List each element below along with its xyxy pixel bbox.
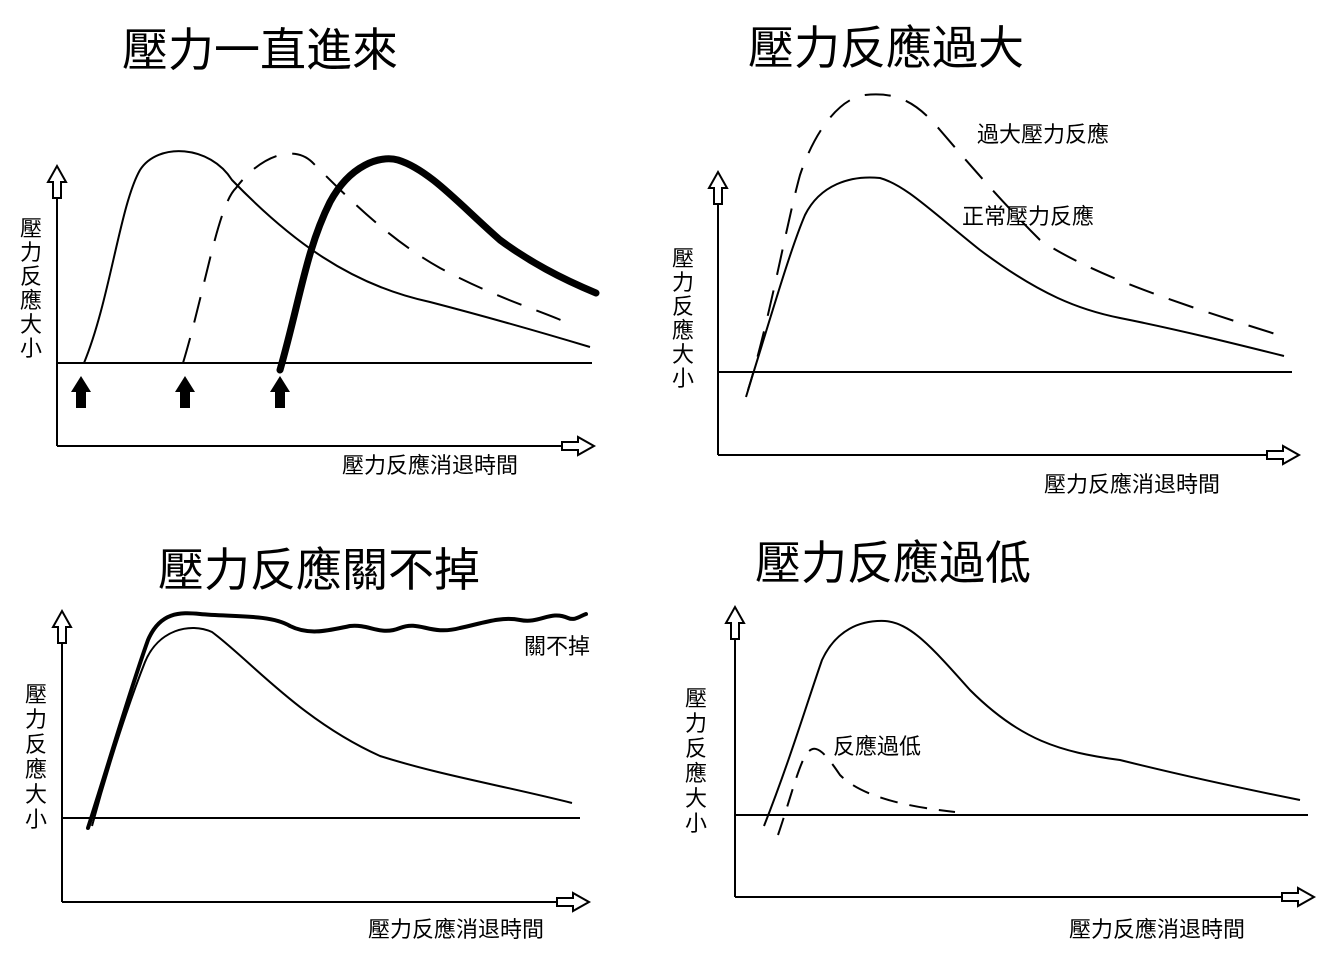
normal-response-curve [763, 619, 1301, 827]
y-axis-label: 壓 力 反 應 大 小 [685, 687, 707, 837]
svg-text:小: 小 [25, 808, 47, 833]
y-axis-label: 壓 力 反 應 大 小 [25, 683, 47, 833]
normal-response-curve [91, 627, 573, 827]
svg-text:大: 大 [20, 313, 42, 338]
normal-response-curve [747, 176, 1285, 391]
stressor-arrow-icon [71, 376, 91, 408]
panel-title: 壓力反應過大 [748, 21, 1024, 75]
svg-text:應: 應 [672, 318, 694, 344]
svg-text:反: 反 [672, 295, 694, 320]
svg-text:小: 小 [685, 812, 707, 837]
svg-text:力: 力 [20, 241, 42, 266]
annotation-excessive: 過大壓力反應 [977, 122, 1109, 148]
panel-title: 壓力一直進來 [122, 23, 398, 77]
y-axis-arrow-icon [52, 610, 72, 644]
panel-title: 壓力反應過低 [755, 536, 1031, 590]
svg-text:小: 小 [20, 337, 42, 362]
stress-curve-third [276, 155, 600, 374]
svg-text:力: 力 [685, 712, 707, 737]
insufficient-response-curve [777, 747, 956, 836]
svg-text:大: 大 [685, 787, 707, 812]
x-axis-arrow-icon [1266, 445, 1300, 465]
panel-cannot-shut-off: 壓力反應關不掉 壓 力 反 應 大 小 壓力反應消退時間 關不掉 [25, 543, 590, 943]
panel-constant-stress: 壓力一直進來 壓 力 反 應 大 小 壓力反應消退時間 [20, 23, 600, 479]
svg-text:大: 大 [672, 343, 694, 368]
x-axis-label: 壓力反應消退時間 [1069, 917, 1245, 943]
svg-text:應: 應 [25, 757, 47, 783]
y-axis-label: 壓 力 反 應 大 小 [20, 217, 42, 362]
x-axis-arrow-icon [1281, 887, 1315, 907]
svg-text:大: 大 [25, 783, 47, 808]
x-axis-label: 壓力反應消退時間 [368, 917, 544, 943]
stress-curve-second [182, 152, 573, 364]
panel-insufficient-response: 壓力反應過低 壓 力 反 應 大 小 壓力反應消退時間 反應過低 [685, 536, 1315, 943]
svg-text:壓: 壓 [685, 687, 707, 712]
y-axis-label: 壓 力 反 應 大 小 [672, 247, 694, 392]
svg-text:應: 應 [20, 288, 42, 314]
x-axis-arrow-icon [556, 892, 590, 912]
y-axis-arrow-icon [708, 171, 728, 205]
stress-curve-first [83, 150, 591, 364]
y-axis-arrow-icon [47, 165, 67, 199]
svg-text:反: 反 [25, 733, 47, 758]
svg-text:力: 力 [672, 271, 694, 296]
annotation-cannot-shut-off: 關不掉 [524, 635, 590, 660]
y-axis-arrow-icon [725, 606, 745, 640]
annotation-normal: 正常壓力反應 [962, 204, 1094, 230]
stuck-response-curve [86, 611, 588, 830]
annotation-insufficient: 反應過低 [833, 734, 921, 760]
svg-text:壓: 壓 [672, 247, 694, 272]
panel-title: 壓力反應關不掉 [158, 543, 480, 597]
svg-text:壓: 壓 [25, 683, 47, 708]
svg-text:力: 力 [25, 708, 47, 733]
panel-excessive-response: 壓力反應過大 壓 力 反 應 大 小 壓力反應消退時間 過大壓力反應 正常壓力反… [672, 21, 1300, 498]
svg-text:反: 反 [685, 737, 707, 762]
stressor-arrow-icon [175, 376, 195, 408]
x-axis-label: 壓力反應消退時間 [342, 453, 518, 479]
svg-text:小: 小 [672, 367, 694, 392]
stressor-arrow-icon [270, 376, 290, 408]
x-axis-arrow-icon [561, 436, 595, 456]
excessive-response-curve [745, 93, 1289, 398]
svg-text:應: 應 [685, 761, 707, 787]
x-axis-label: 壓力反應消退時間 [1044, 472, 1220, 498]
svg-text:壓: 壓 [20, 217, 42, 242]
svg-text:反: 反 [20, 265, 42, 290]
